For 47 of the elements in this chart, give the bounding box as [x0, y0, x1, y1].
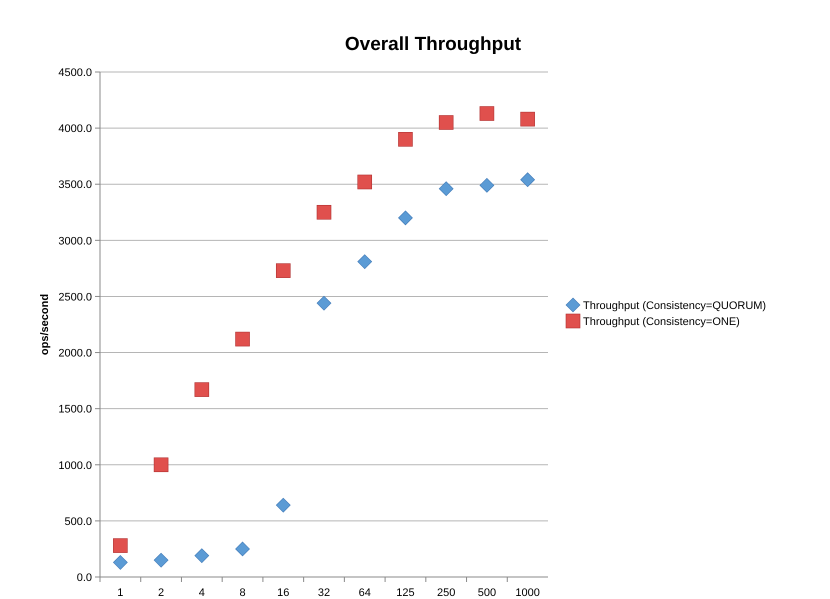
point [480, 106, 494, 121]
point [194, 548, 210, 563]
point [316, 204, 332, 220]
point [113, 538, 128, 553]
x-tick-label: 64 [358, 587, 371, 599]
point [520, 112, 535, 126]
point [235, 332, 250, 346]
x-tick-label: 1000 [515, 587, 540, 599]
point [113, 555, 128, 570]
x-tick-label: 250 [437, 587, 456, 599]
point [480, 178, 494, 193]
point [438, 181, 454, 196]
point [154, 457, 168, 472]
point [194, 382, 210, 397]
chart-title: Overall Throughput [344, 34, 522, 55]
x-tick-label: 16 [277, 587, 290, 599]
y-tick-label: 3000.0 [58, 235, 92, 248]
y-tick-label: 500.0 [64, 516, 92, 528]
x-tick-label: 1 [117, 587, 124, 599]
point [276, 263, 291, 278]
y-tick-label: 4000.0 [58, 123, 92, 136]
y-tick-label: 4500.0 [58, 67, 92, 79]
y-tick-label: 1500.0 [58, 404, 92, 416]
x-tick-label: 125 [396, 587, 415, 599]
x-tick-label: 4 [198, 587, 205, 599]
point [316, 296, 332, 310]
y-tick-label: 3500.0 [58, 179, 92, 192]
point [520, 172, 535, 188]
x-tick-label: 8 [239, 587, 246, 599]
point [398, 210, 413, 226]
y-axis-title: ops/second [39, 294, 51, 356]
x-tick-label: 32 [318, 587, 330, 599]
y-tick-label: 1000.0 [58, 460, 92, 472]
point [154, 552, 168, 568]
y-tick-label: 0.0 [76, 572, 92, 584]
point [438, 115, 454, 130]
legend-label: Throughput (Consistency=QUORUM) [583, 300, 766, 312]
point [398, 132, 413, 147]
point [357, 254, 372, 269]
y-tick-label: 2500.0 [58, 291, 92, 304]
point [276, 498, 291, 512]
x-tick-label: 500 [478, 587, 496, 599]
x-tick-label: 2 [158, 587, 164, 599]
legend-label: Throughput (Consistency=ONE) [583, 316, 740, 328]
y-tick-label: 2000.0 [58, 348, 92, 360]
point [357, 174, 372, 190]
point [235, 542, 250, 556]
